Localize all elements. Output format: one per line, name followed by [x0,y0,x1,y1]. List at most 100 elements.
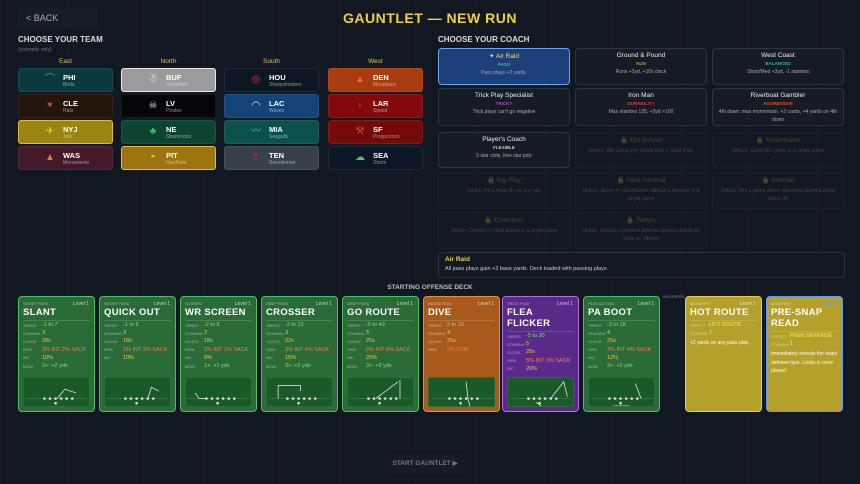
team-name: Jets [63,133,73,140]
player-dot [308,397,312,400]
speed-icon: ◗ [356,100,364,111]
play-card-crosser[interactable]: DEEP PASS Level 1 CROSSER YARDS -2 to 12 STAM… [261,296,338,412]
coach-option-iron-man[interactable]: Iron Man DURABILITY Max stamina 125, +2yd … [575,88,707,126]
team-tile-sf[interactable]: ⚒ SF Prospectors [328,120,423,144]
coach-name: Trick Play Specialist [475,92,533,99]
team-tile-pit[interactable]: ◓ PIT Hardhats [121,146,216,170]
team-tile-lar[interactable]: ◗ LAR Speed [328,94,423,118]
card-level: Level 1 [396,301,413,307]
team-tile-ne[interactable]: ♣ NE Shamrocks [121,120,216,144]
formation-diagram [25,388,88,405]
stat-label: INC [507,366,514,372]
card-level: Level 1 [739,301,756,307]
play-diagram [266,377,333,407]
team-label: WAS Monuments [63,151,89,166]
formation-diagram [268,385,331,405]
team-abbr: HOU [269,72,286,82]
stat-label: RISK [266,347,276,353]
team-name: Shamrocks [166,133,192,140]
team-tile-lac[interactable]: ◠ LAC Waves [224,94,319,118]
player-dot [619,397,622,400]
team-tile-sea[interactable]: ☁ SEA Storm [328,146,423,170]
team-tile-hou[interactable]: ◎ HOU Sharpshooters [224,68,319,92]
play-card-wr-screen[interactable]: SCREEN Level 1 WR SCREEN YARDS -2 to 8 STAMIN… [180,296,257,412]
stat-row-risk: RISK 0% FUM [428,346,495,354]
coach-tag: TRICKY [495,101,513,106]
card-category: SCREEN [185,301,202,306]
coach-desc: Unlock: Convert 5+ third downs in a sing… [450,228,558,234]
modifier-card-hot-route[interactable]: MODIFIER Level 1 HOT ROUTE EFFECT HOT ROUTE S… [685,296,762,412]
coach-option-west-coast[interactable]: West Coast BALANCED Short/Med +3yd, -1 sta… [712,48,844,85]
page-title: GAUNTLET — NEW RUN [343,10,517,26]
stat-label: RISK [507,358,517,364]
stat-row-inc: INC 20% [507,365,574,373]
stat-value: 18s [204,338,213,345]
coach-tag: AGGRESSIVE [763,101,793,106]
team-name: Mountains [373,81,397,88]
team-tile-ten[interactable]: † TEN Swordsmen [224,146,319,170]
back-button[interactable]: < BACK [18,8,98,28]
team-label: PHI Birds [63,73,76,88]
coach-option-trick-play-specialist[interactable]: Trick Play Specialist TRICKY Trick plays c… [438,88,570,126]
stat-value: 3 [204,330,208,337]
modifier-card-pre-snap-read[interactable]: MODIFIER Level 1 PRE-SNAP READ EFFECT PEEK D… [766,296,843,412]
player-dot [227,397,231,400]
team-tile-was[interactable]: ▲ WAS Monuments [18,146,113,170]
play-card-go-route[interactable]: DEEP PASS Level 1 GO ROUTE YARDS -5 to 40 STA… [342,296,419,412]
coach-tag: RUN [636,61,646,66]
qb-dot [459,401,462,405]
coach-tag: FLEXIBLE [493,145,515,150]
start-gauntlet-button[interactable]: START GAUNTLET ▶ [385,455,465,473]
coach-option-air-raid[interactable]: ✦ Air Raid PASS Pass plays +2 yards. [438,48,570,85]
stat-row-inc: INC 25% [347,354,414,362]
team-tile-nyj[interactable]: ✈ NYJ Jets [18,120,113,144]
player-dot [459,397,462,400]
team-label: PIT Hardhats [166,151,186,166]
card-category: SHORT PASS [104,301,130,306]
coach-name: ✦ Air Raid [488,53,519,60]
team-tile-phi[interactable]: ⌒ PHI Birds [18,68,113,92]
play-card-flea-flicker[interactable]: TRICK PLAY Level 1 FLEA FLICKER YARDS -5 to … [502,296,579,412]
player-dot [302,397,306,400]
card-name: PA BOOT [588,307,655,321]
stat-label: RISK [23,347,33,353]
player-dot [54,397,57,400]
route-line [277,385,301,399]
formation-diagram [509,380,572,407]
coach-option-showmaker: 🔒 Showmaker Unlock: Score 50+ yards in a … [712,132,844,168]
stat-label: INC [347,355,354,361]
coach-option-riverboat-gambler[interactable]: Riverboat Gambler AGGRESSIVE 4th down: max… [712,88,844,126]
coach-option-tempo: 🔒 Tempo Unlock: Reduce opponent defense s… [575,212,707,249]
play-card-slant[interactable]: SHORT PASS Level 1 SLANT YARDS -1 to 7 STAMIN… [18,296,95,412]
formation-diagram [187,392,250,405]
hardhat-icon: ◓ [149,152,157,163]
play-card-dive[interactable]: INSIDE RUN Level 1 DIVE YARDS 2 to 10 STAMINA… [423,296,500,412]
stat-value: 3 [285,330,289,337]
stat-row-stamina: STAMINA 5 [347,329,414,337]
play-diagram [104,377,171,407]
coach-option-player-s-coach[interactable]: Player's Coach FLEXIBLE 5 star slots, free… [438,132,570,168]
player-dot [464,397,468,400]
card-name: PRE-SNAP READ [771,307,838,332]
play-card-quick-out[interactable]: SHORT PASS Level 1 QUICK OUT YARDS -1 to 5 ST… [99,296,176,412]
team-tile-lv[interactable]: ☠ LV Pirates [121,94,216,118]
wave-icon: ◠ [251,100,261,111]
stat-label: YARDS [104,322,118,328]
team-tile-den[interactable]: ▲ DEN Mountains [328,68,423,92]
card-category: DEEP PASS [347,301,370,306]
route-line [535,380,568,407]
team-abbr: LAC [269,98,285,108]
team-abbr: SEA [373,150,389,160]
stat-value: 28s [526,349,535,356]
stat-label: MOM [347,363,357,369]
coach-option-ground-pound[interactable]: Ground & Pound RUN Runs +2yd, +10s clock [575,48,707,85]
team-tile-cle[interactable]: ✶ CLE Rats [18,94,113,118]
team-abbr: PIT [166,150,178,160]
team-tile-mia[interactable]: 〰 MIA Seagulls [224,120,319,144]
team-abbr: NE [166,124,177,134]
stat-row-yards: YARDS -5 to 40 [347,321,414,329]
play-card-pa-boot[interactable]: PLAY ACTION Level 1 PA BOOT YARDS -3 to 18 ST… [583,296,660,412]
team-tile-buf[interactable]: ☃ BUF Snowmen [121,68,216,92]
stat-row-effect: EFFECT HOT ROUTE [690,321,757,329]
team-label: NE Shamrocks [166,125,191,140]
